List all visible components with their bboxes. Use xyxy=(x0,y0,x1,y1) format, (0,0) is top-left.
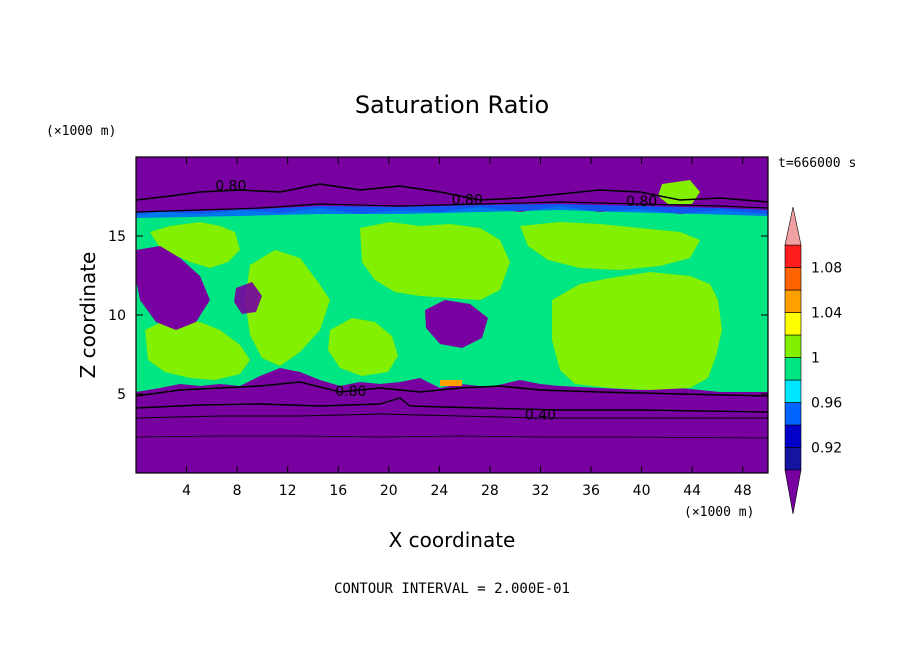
x-tick-label: 40 xyxy=(633,483,651,499)
contour-labels: 0.80 0.80 0.80 0.80 0.40 xyxy=(215,178,657,423)
green-patch-upper-central xyxy=(360,222,510,300)
contour-line-lower-3 xyxy=(136,413,768,419)
contour-line-lower xyxy=(136,381,768,397)
x-axis-title: X coordinate xyxy=(389,528,516,552)
contour-label: 0.80 xyxy=(335,384,366,400)
colorbar-over-triangle xyxy=(784,206,802,246)
colorbar-swatch xyxy=(784,402,802,426)
y-tick-label: 10 xyxy=(108,308,126,324)
x-tick-label: 44 xyxy=(683,483,701,499)
colorbar-swatch xyxy=(784,267,802,291)
x-tick-label: 8 xyxy=(233,483,242,499)
colorbar-swatch xyxy=(784,289,802,313)
x-tick-label: 12 xyxy=(279,483,297,499)
green-patch-center-east xyxy=(520,222,700,270)
green-patch-lower-west xyxy=(145,318,250,380)
colorbar-swatch xyxy=(784,357,802,381)
blue-band-fill xyxy=(136,204,768,218)
x-tick-label: 24 xyxy=(430,483,448,499)
x-tick-label: 28 xyxy=(481,483,499,499)
x-tick-label: 16 xyxy=(329,483,347,499)
contour-label: 0.80 xyxy=(215,178,246,194)
colorbar-tick-label: 1 xyxy=(811,351,820,367)
y-axis-title: Z coordinate xyxy=(76,252,100,379)
y-tick-label: 15 xyxy=(108,229,126,245)
y-axis: 5 10 15 xyxy=(108,229,768,403)
contour-label: 0.80 xyxy=(626,194,657,210)
colorbar: 0.92 0.96 1 1.04 1.08 xyxy=(784,206,842,515)
contour-line-lower-2 xyxy=(136,397,768,413)
colorbar-swatch xyxy=(784,312,802,336)
y-units-label: (×1000 m) xyxy=(46,124,116,139)
colorbar-tick-label: 1.08 xyxy=(811,261,842,277)
plot-area xyxy=(136,157,768,473)
colorbar-swatch xyxy=(784,447,802,471)
x-axis: 4 8 12 16 20 24 28 32 36 40 44 48 xyxy=(182,157,752,499)
colorbar-tick-label: 1.04 xyxy=(811,306,842,322)
contour-interval-label: CONTOUR INTERVAL = 2.000E-01 xyxy=(334,581,570,597)
colorbar-swatch xyxy=(784,424,802,448)
colorbar-tick-label: 0.92 xyxy=(811,441,842,457)
y-tick-label: 5 xyxy=(117,387,126,403)
colorbar-swatch xyxy=(784,334,802,358)
x-tick-label: 20 xyxy=(380,483,398,499)
time-label: t=666000 s xyxy=(778,156,856,171)
contour-line-upper xyxy=(136,183,768,203)
x-tick-label: 4 xyxy=(182,483,191,499)
contour-line-lower-4 xyxy=(136,435,768,439)
x-tick-label: 32 xyxy=(532,483,550,499)
contour-line-mid-upper xyxy=(136,201,768,213)
contour-label: 0.40 xyxy=(525,408,556,424)
green-patch-central xyxy=(245,250,330,366)
colorbar-under-triangle xyxy=(784,469,802,515)
colorbar-tick-label: 0.96 xyxy=(811,396,842,412)
x-units-label: (×1000 m) xyxy=(684,505,754,520)
dry-inclusion-midwest xyxy=(234,282,262,314)
x-tick-label: 48 xyxy=(734,483,752,499)
contour-label: 0.80 xyxy=(452,193,483,209)
dry-inclusion-west xyxy=(136,246,210,330)
chart-title: Saturation Ratio xyxy=(355,91,549,119)
green-patch-west xyxy=(150,222,240,268)
colorbar-swatch xyxy=(784,244,802,268)
dry-inclusion-central xyxy=(425,300,488,348)
x-tick-label: 36 xyxy=(582,483,600,499)
colorbar-swatch xyxy=(784,379,802,403)
warm-accent xyxy=(440,380,462,386)
green-patch-central-lower xyxy=(328,318,398,376)
green-patch-saturated-block xyxy=(552,272,722,390)
